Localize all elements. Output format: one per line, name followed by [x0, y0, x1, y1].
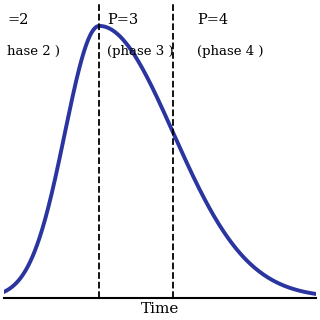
- Text: P=4: P=4: [197, 13, 228, 27]
- Text: P=3: P=3: [107, 13, 138, 27]
- X-axis label: Time: Time: [141, 302, 179, 316]
- Text: hase 2 ): hase 2 ): [7, 45, 60, 58]
- Text: (phase 3 ): (phase 3 ): [107, 45, 174, 58]
- Text: =2: =2: [7, 13, 29, 27]
- Text: (phase 4 ): (phase 4 ): [197, 45, 264, 58]
